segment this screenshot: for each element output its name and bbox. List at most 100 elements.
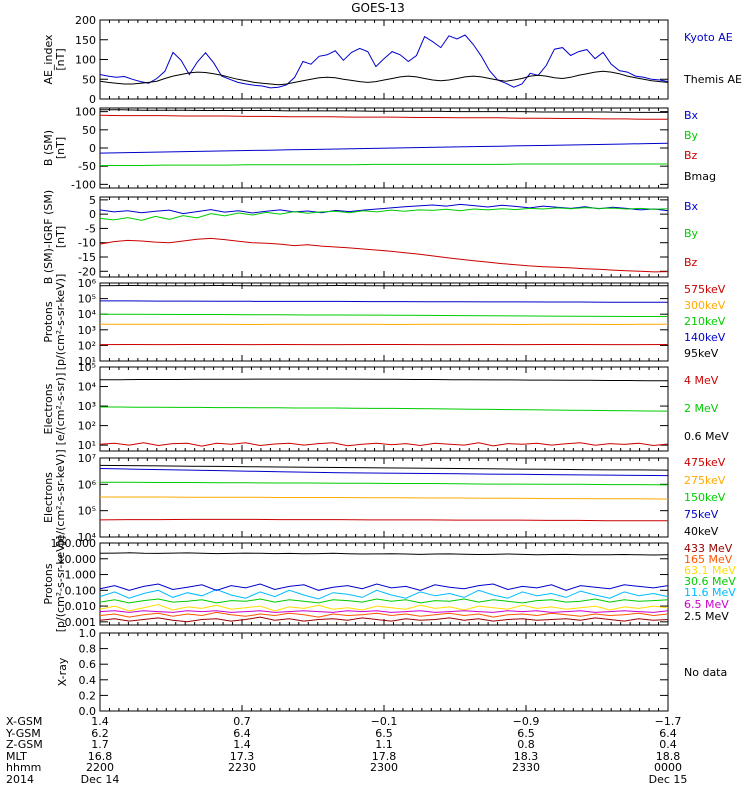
legend-entry: Bz [684,149,698,162]
y-axis-label: Protons [42,563,55,604]
ephemeris-value: −0.1 [370,715,398,728]
y-tick-label: 100 [75,54,96,67]
ephemeris-value: 0.4 [659,738,677,751]
y-tick-label: 0.0 [79,705,97,716]
series-line [99,603,669,612]
legend-entry: 165 MeV [684,553,733,566]
y-axis-label: B (SM)-IGRF (SM) [42,190,55,284]
y-axis-label: [nT] [54,137,67,159]
y-axis-label: Electrons [42,472,55,523]
panel-frame [99,632,669,712]
series-line [99,588,669,600]
ephemeris-value: 2230 [228,761,256,774]
ephemeris-value: −1.7 [654,715,682,728]
y-tick-label: 150 [75,34,96,47]
legend-entry: Kyoto AE [684,31,733,44]
y-axis-label: [e/(cm²-s-sr-keV)] [54,449,67,545]
y-axis-label: B (SM) [42,130,55,166]
plot-title: GOES-13 [351,1,405,15]
legend-entry: 11.6 MeV [684,586,736,599]
panel-7: 100.000 10.000 1.000 0.100 0.010 0.001 Protons… [42,536,736,633]
ephemeris-value: 1.4 [91,715,109,728]
series-line [99,518,668,522]
y-tick-label: 10¹ [78,355,96,368]
y-tick-label: 5 [89,194,96,207]
legend-entry: 6.5 MeV [684,598,729,611]
ephemeris-value: 0000 [654,761,682,774]
y-tick-label: 1.0 [79,627,97,640]
ephemeris-value: 2330 [512,761,540,774]
series-line [99,583,669,591]
y-tick-label: 0 [89,208,96,221]
y-tick-label: 10⁶ [78,478,97,491]
y-tick-label: 0 [89,93,96,106]
ephemeris-value: 17.3 [229,749,255,763]
y-tick-label: -5 [85,222,96,235]
series-line [100,313,668,317]
y-axis-label: [nT] [54,48,67,70]
panel-3: 50-5 -10-15-20 B (SM)-IGRF (SM) [nT] Bx By Bz [42,190,699,284]
panel-8: 1.0 0.8 0.6 0.4 0.2 0.0 X-ray No data [56,627,727,716]
legend-entry: 95keV [684,347,719,360]
y-axis-label: [p/(cm²-s-sr-keV)] [54,536,67,633]
y-tick-label: 0 [89,142,96,155]
series-line [99,552,669,556]
legend-entry: 0.6 MeV [684,430,729,443]
y-tick-label: 10¹ [78,439,96,452]
y-tick-label: 10⁴ [78,308,97,321]
ephemeris-value: Dec 14 [80,772,120,786]
y-tick-label: 10⁵ [78,361,96,374]
series-line [99,598,669,604]
y-axis-label: [e/(cm²-s-sr)] [54,373,67,446]
ephemeris-value: 6.5 [517,726,535,740]
ephemeris-value: 18.3 [513,749,539,763]
ephemeris-value: 2200 [86,761,114,774]
legend-entry: 75keV [684,508,719,521]
series-line [99,442,669,447]
legend-entry: 210keV [684,315,726,328]
ephemeris-table: X-GSM 1.4 0.7 −0.1 −0.9 −1.7 Y-GSM 6.2 6.4 6.5 6.5… [0,716,750,800]
y-tick-label: -100 [71,178,96,191]
series-line [100,109,668,113]
ephemeris-value: 16.8 [87,749,113,763]
y-tick-label: -20 [78,265,96,278]
panel-frame [99,19,669,100]
legend-entry: By [684,129,699,142]
ephemeris-value: 6.4 [233,726,251,740]
legend-entry: Bz [684,256,698,269]
legend-entry: Bx [684,200,699,213]
y-tick-label: 0.001 [65,616,97,629]
ephemeris-value: 1.7 [91,738,109,751]
series-line [100,406,669,412]
y-tick-label: 10⁵ [78,293,96,306]
y-tick-label: 100 [75,106,96,119]
ephemeris-value: 0.7 [233,715,251,728]
series-line [99,464,669,471]
panel-2: 100 50 0 -50 -100 B (SM) [nT] Bx By Bz Bmag [42,106,716,192]
legend-entry: 2.5 MeV [684,610,729,623]
y-tick-label: 0.8 [79,643,97,656]
series-line [99,207,669,221]
y-axis-label: [p/(cm²-s-sr-keV)] [54,274,67,371]
y-tick-label: 0.100 [65,584,97,597]
series-line [99,203,669,215]
legend-entry: 433 MeV [684,542,733,555]
legend-entry: 475keV [684,456,726,469]
y-tick-label: 0.6 [79,658,97,671]
series-line [99,616,669,623]
y-tick-label: -10 [78,237,96,250]
legend-entry: 4 MeV [684,374,719,387]
legend-entry: 300keV [684,299,726,312]
panel-6: 10⁷ 10⁶ 10⁵ 10⁴ Electrons [e/(cm²-s-sr-keV)] 4… [42,449,726,545]
legend-entry: 40keV [684,525,719,538]
y-tick-label: 10⁴ [78,381,97,394]
y-tick-label: -50 [78,160,96,173]
panel-4: 10⁶ 10⁵ 10⁴ 10³ 10² 10¹ Protons [p/(cm²-s-sr-ke… [42,274,726,371]
ephemeris-row-label: Z-GSM [6,738,43,751]
y-tick-label: 50 [82,73,96,86]
y-axis-label: AE_index [42,34,55,85]
y-tick-label: -15 [78,251,96,264]
series-line [99,70,669,86]
